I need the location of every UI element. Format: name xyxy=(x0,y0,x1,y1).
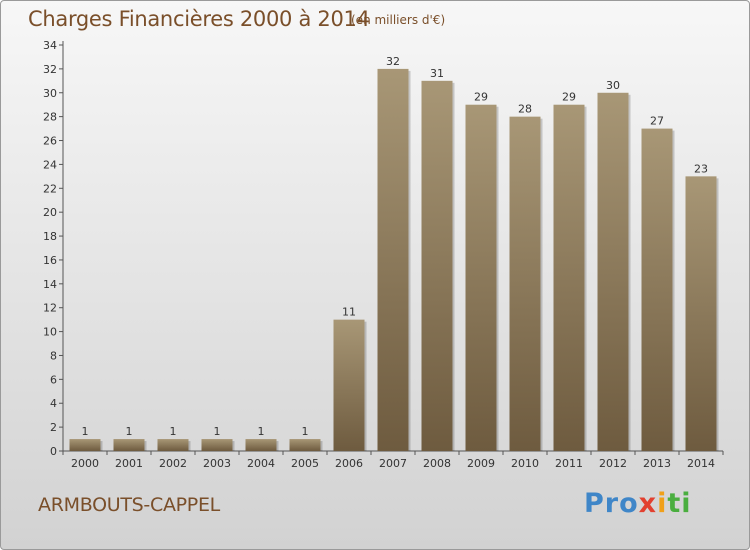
bar-value-label: 1 xyxy=(214,425,221,438)
x-tick-label: 2004 xyxy=(247,457,275,470)
y-tick-label: 24 xyxy=(43,158,57,171)
chart-unit: (en milliers d'€) xyxy=(351,13,446,27)
x-tick-label: 2007 xyxy=(379,457,407,470)
bar-value-label: 32 xyxy=(386,55,400,68)
bar xyxy=(421,80,453,451)
bar-value-label: 1 xyxy=(258,425,265,438)
commune-name: ARMBOUTS-CAPPEL xyxy=(38,494,220,516)
x-tick-label: 2014 xyxy=(687,457,715,470)
x-tick-label: 2002 xyxy=(159,457,187,470)
y-tick-label: 26 xyxy=(43,135,57,148)
bar-value-label: 28 xyxy=(518,103,532,116)
bar-series xyxy=(69,68,719,452)
bar xyxy=(201,439,233,451)
bar xyxy=(157,439,189,451)
y-tick-label: 14 xyxy=(43,278,57,291)
bar xyxy=(509,116,541,451)
y-tick-label: 32 xyxy=(43,63,57,76)
logo-part: x xyxy=(638,488,658,519)
bar xyxy=(641,128,673,451)
bar-value-label: 31 xyxy=(430,67,444,80)
bar-value-label: 30 xyxy=(606,79,620,92)
bar-value-label: 23 xyxy=(694,162,708,175)
y-tick-label: 30 xyxy=(43,87,57,100)
y-tick-label: 28 xyxy=(43,111,57,124)
y-tick-label: 18 xyxy=(43,230,57,243)
chart-title: Charges Financières 2000 à 2014 xyxy=(28,7,370,31)
bar xyxy=(113,439,145,451)
proxiti-logo[interactable]: Proxiti xyxy=(584,488,692,519)
bar-value-label: 1 xyxy=(82,425,89,438)
y-tick-label: 22 xyxy=(43,182,57,195)
y-tick-label: 10 xyxy=(43,326,57,339)
x-tick-label: 2005 xyxy=(291,457,319,470)
logo-part: ti xyxy=(667,488,692,519)
bar xyxy=(553,104,585,452)
bar xyxy=(245,439,277,451)
x-tick-label: 2003 xyxy=(203,457,231,470)
logo-part: i xyxy=(657,488,668,519)
x-tick-label: 2000 xyxy=(71,457,99,470)
bar xyxy=(333,319,365,451)
y-tick-label: 0 xyxy=(50,445,57,458)
y-tick-label: 12 xyxy=(43,302,57,315)
x-tick-label: 2010 xyxy=(511,457,539,470)
bar xyxy=(289,439,321,451)
bar-value-label: 1 xyxy=(170,425,177,438)
bar xyxy=(465,104,497,452)
bar-value-label: 27 xyxy=(650,115,664,128)
y-tick-label: 34 xyxy=(43,39,57,52)
x-tick-label: 2012 xyxy=(599,457,627,470)
bar-value-label: 11 xyxy=(342,306,356,319)
x-tick-label: 2006 xyxy=(335,457,363,470)
bar-value-label: 1 xyxy=(302,425,309,438)
x-tick-label: 2009 xyxy=(467,457,495,470)
y-tick-label: 4 xyxy=(50,397,57,410)
y-tick-label: 2 xyxy=(50,421,57,434)
bar-value-label: 1 xyxy=(126,425,133,438)
x-tick-label: 2013 xyxy=(643,457,671,470)
bar-value-label: 29 xyxy=(562,91,576,104)
bar xyxy=(377,68,409,451)
bar-value-label: 29 xyxy=(474,91,488,104)
y-tick-label: 8 xyxy=(50,349,57,362)
y-tick-label: 16 xyxy=(43,254,57,267)
y-tick-label: 6 xyxy=(50,373,57,386)
x-tick-label: 2001 xyxy=(115,457,143,470)
bar xyxy=(685,176,717,451)
bar xyxy=(69,439,101,451)
y-tick-label: 20 xyxy=(43,206,57,219)
logo-part: Pro xyxy=(584,488,639,519)
bar xyxy=(597,92,629,451)
x-tick-label: 2011 xyxy=(555,457,583,470)
x-tick-label: 2008 xyxy=(423,457,451,470)
